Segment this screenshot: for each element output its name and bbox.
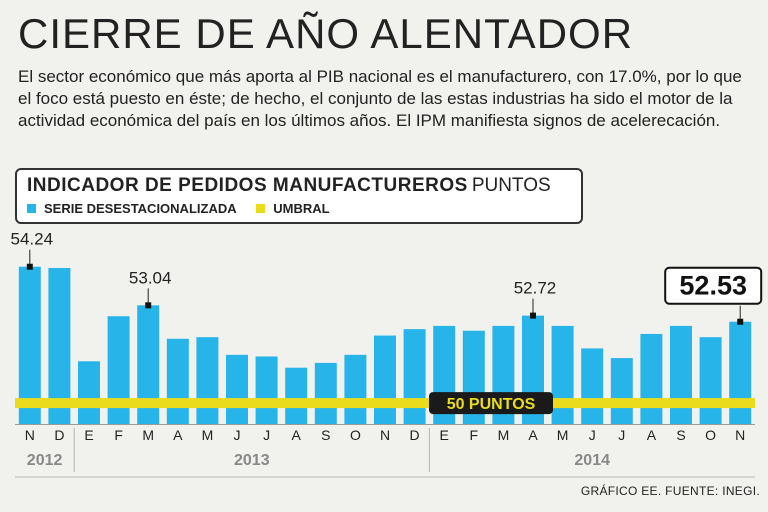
x-tick-label: A [647,427,657,443]
x-tick-label: O [350,427,361,443]
year-label: 2013 [234,452,270,469]
bar [78,361,100,424]
x-tick-label: M [202,427,214,443]
bar [285,367,308,424]
x-tick-label: D [410,427,420,443]
bar [640,333,663,424]
year-label: 2014 [574,452,610,469]
x-tick-label: E [84,427,93,443]
x-tick-label: J [589,427,596,443]
legend-item-threshold: UMBRAL [256,201,330,216]
legend-threshold-label: UMBRAL [273,201,330,216]
bar [166,338,189,424]
bar [610,358,633,424]
data-label-highlight: 52.53 [679,271,747,301]
x-tick-label: A [173,427,183,443]
annotation-marker [26,263,33,270]
x-tick-label: J [234,427,241,443]
bar [344,354,367,424]
bar [581,348,604,424]
highlight-label-box [664,266,763,305]
bar [374,335,396,424]
x-tick-label: F [470,427,479,443]
x-tick-label: S [676,427,685,443]
annotation-marker [145,302,152,309]
bar [699,337,722,424]
data-label: 54.24 [11,230,54,249]
legend-items: SERIE DESESTACIONALIZADA UMBRAL [27,201,346,216]
bar [226,354,248,424]
x-tick-label: J [618,427,625,443]
bar [196,337,219,424]
legend-swatch-series [27,204,36,213]
bar [255,356,278,424]
x-tick-label: N [25,427,35,443]
intro-paragraph: El sector económico que más aporta al PI… [18,67,742,130]
x-tick-label: M [498,427,510,443]
data-label: 53.04 [129,268,172,287]
source-credit: GRÁFICO EE. FUENTE: INEGI. [580,484,760,498]
annotation-marker [530,312,536,319]
bar [403,329,426,424]
bar [670,325,692,424]
legend-title: INDICADOR DE PEDIDOS MANUFACTUREROS PUNTO… [27,175,551,197]
x-tick-label: M [142,427,154,443]
x-tick-label: E [440,427,449,443]
bar [107,316,130,424]
x-tick-label: N [380,427,390,443]
threshold-band [15,398,755,409]
x-tick-label: J [263,427,270,443]
x-tick-label: A [528,427,538,443]
x-tick-label: F [114,427,123,443]
x-tick-label: N [735,427,745,443]
bar [48,268,71,424]
legend-item-series: SERIE DESESTACIONALIZADA [27,201,237,216]
x-tick-label: O [705,427,716,443]
x-tick-label: A [292,427,302,443]
bar [314,362,337,424]
threshold-label: 50 PUNTOS [447,396,536,413]
bar [551,325,574,424]
chart-title: INDICADOR DE PEDIDOS MANUFACTUREROS [27,175,468,196]
headline: CIERRE DE AÑO ALENTADOR [18,10,634,57]
legend-series-label: SERIE DESESTACIONALIZADA [44,201,237,216]
legend-box: INDICADOR DE PEDIDOS MANUFACTUREROS PUNTO… [15,168,583,224]
x-tick-label: D [54,427,64,443]
x-tick-label: S [321,427,330,443]
legend-swatch-threshold [256,204,266,213]
year-label: 2012 [27,452,63,469]
bar [137,305,160,424]
data-label: 52.72 [514,279,557,298]
threshold-label-box [429,392,553,415]
annotation-marker [737,318,744,325]
x-tick-label: M [557,427,569,443]
bar [729,321,752,424]
bar [18,266,41,424]
chart-unit: PUNTOS [471,175,551,196]
